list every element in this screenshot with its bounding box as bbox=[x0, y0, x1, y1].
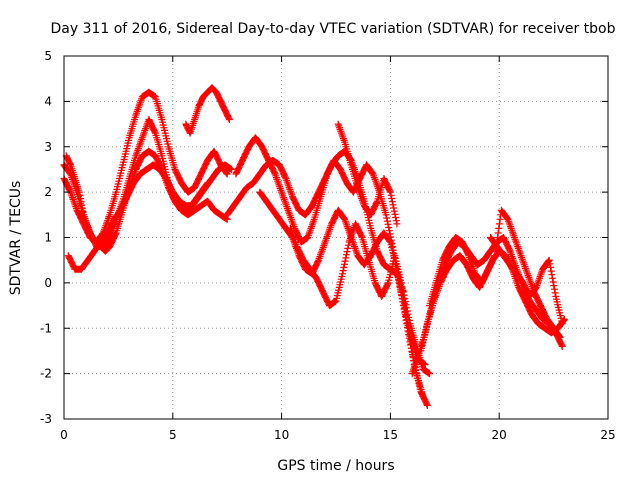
grid bbox=[64, 56, 608, 419]
series-9 bbox=[286, 220, 431, 409]
y-tick-label: 4 bbox=[44, 94, 52, 108]
y-tick-label: 2 bbox=[44, 185, 52, 199]
series-13 bbox=[426, 206, 564, 341]
y-tick-label: 0 bbox=[44, 276, 52, 290]
series-markers bbox=[286, 220, 431, 409]
y-tick-label: 5 bbox=[44, 49, 52, 63]
data-points bbox=[60, 84, 568, 409]
y-axis-label: SDTVAR / TECUs bbox=[8, 181, 24, 296]
series-markers bbox=[182, 84, 233, 137]
x-tick-label: 25 bbox=[600, 428, 615, 442]
x-tick-label: 10 bbox=[274, 428, 289, 442]
x-axis-label: GPS time / hours bbox=[277, 458, 394, 474]
y-tick-label: 1 bbox=[44, 231, 52, 245]
series-markers bbox=[64, 161, 236, 273]
y-tick-label: -1 bbox=[40, 321, 52, 335]
series-markers bbox=[334, 120, 401, 228]
x-tick-label: 0 bbox=[60, 428, 68, 442]
y-tick-label: -2 bbox=[40, 367, 52, 381]
chart-title: Day 311 of 2016, Sidereal Day-to-day VTE… bbox=[50, 21, 615, 37]
series-5 bbox=[182, 84, 233, 137]
series-markers bbox=[487, 234, 566, 328]
x-tick-label: 15 bbox=[383, 428, 398, 442]
y-tick-label: 3 bbox=[44, 140, 52, 154]
x-tick-label: 20 bbox=[492, 428, 507, 442]
x-tick-label: 5 bbox=[169, 428, 177, 442]
series-14 bbox=[487, 234, 566, 328]
series-markers bbox=[426, 206, 564, 341]
y-tick-label: -3 bbox=[40, 412, 52, 426]
axis-ticks: 0 5 10 15 20 25 -3 -2 -1 0 1 2 3 4 5 bbox=[40, 49, 616, 442]
series-10 bbox=[334, 120, 401, 228]
series-4 bbox=[64, 161, 236, 273]
